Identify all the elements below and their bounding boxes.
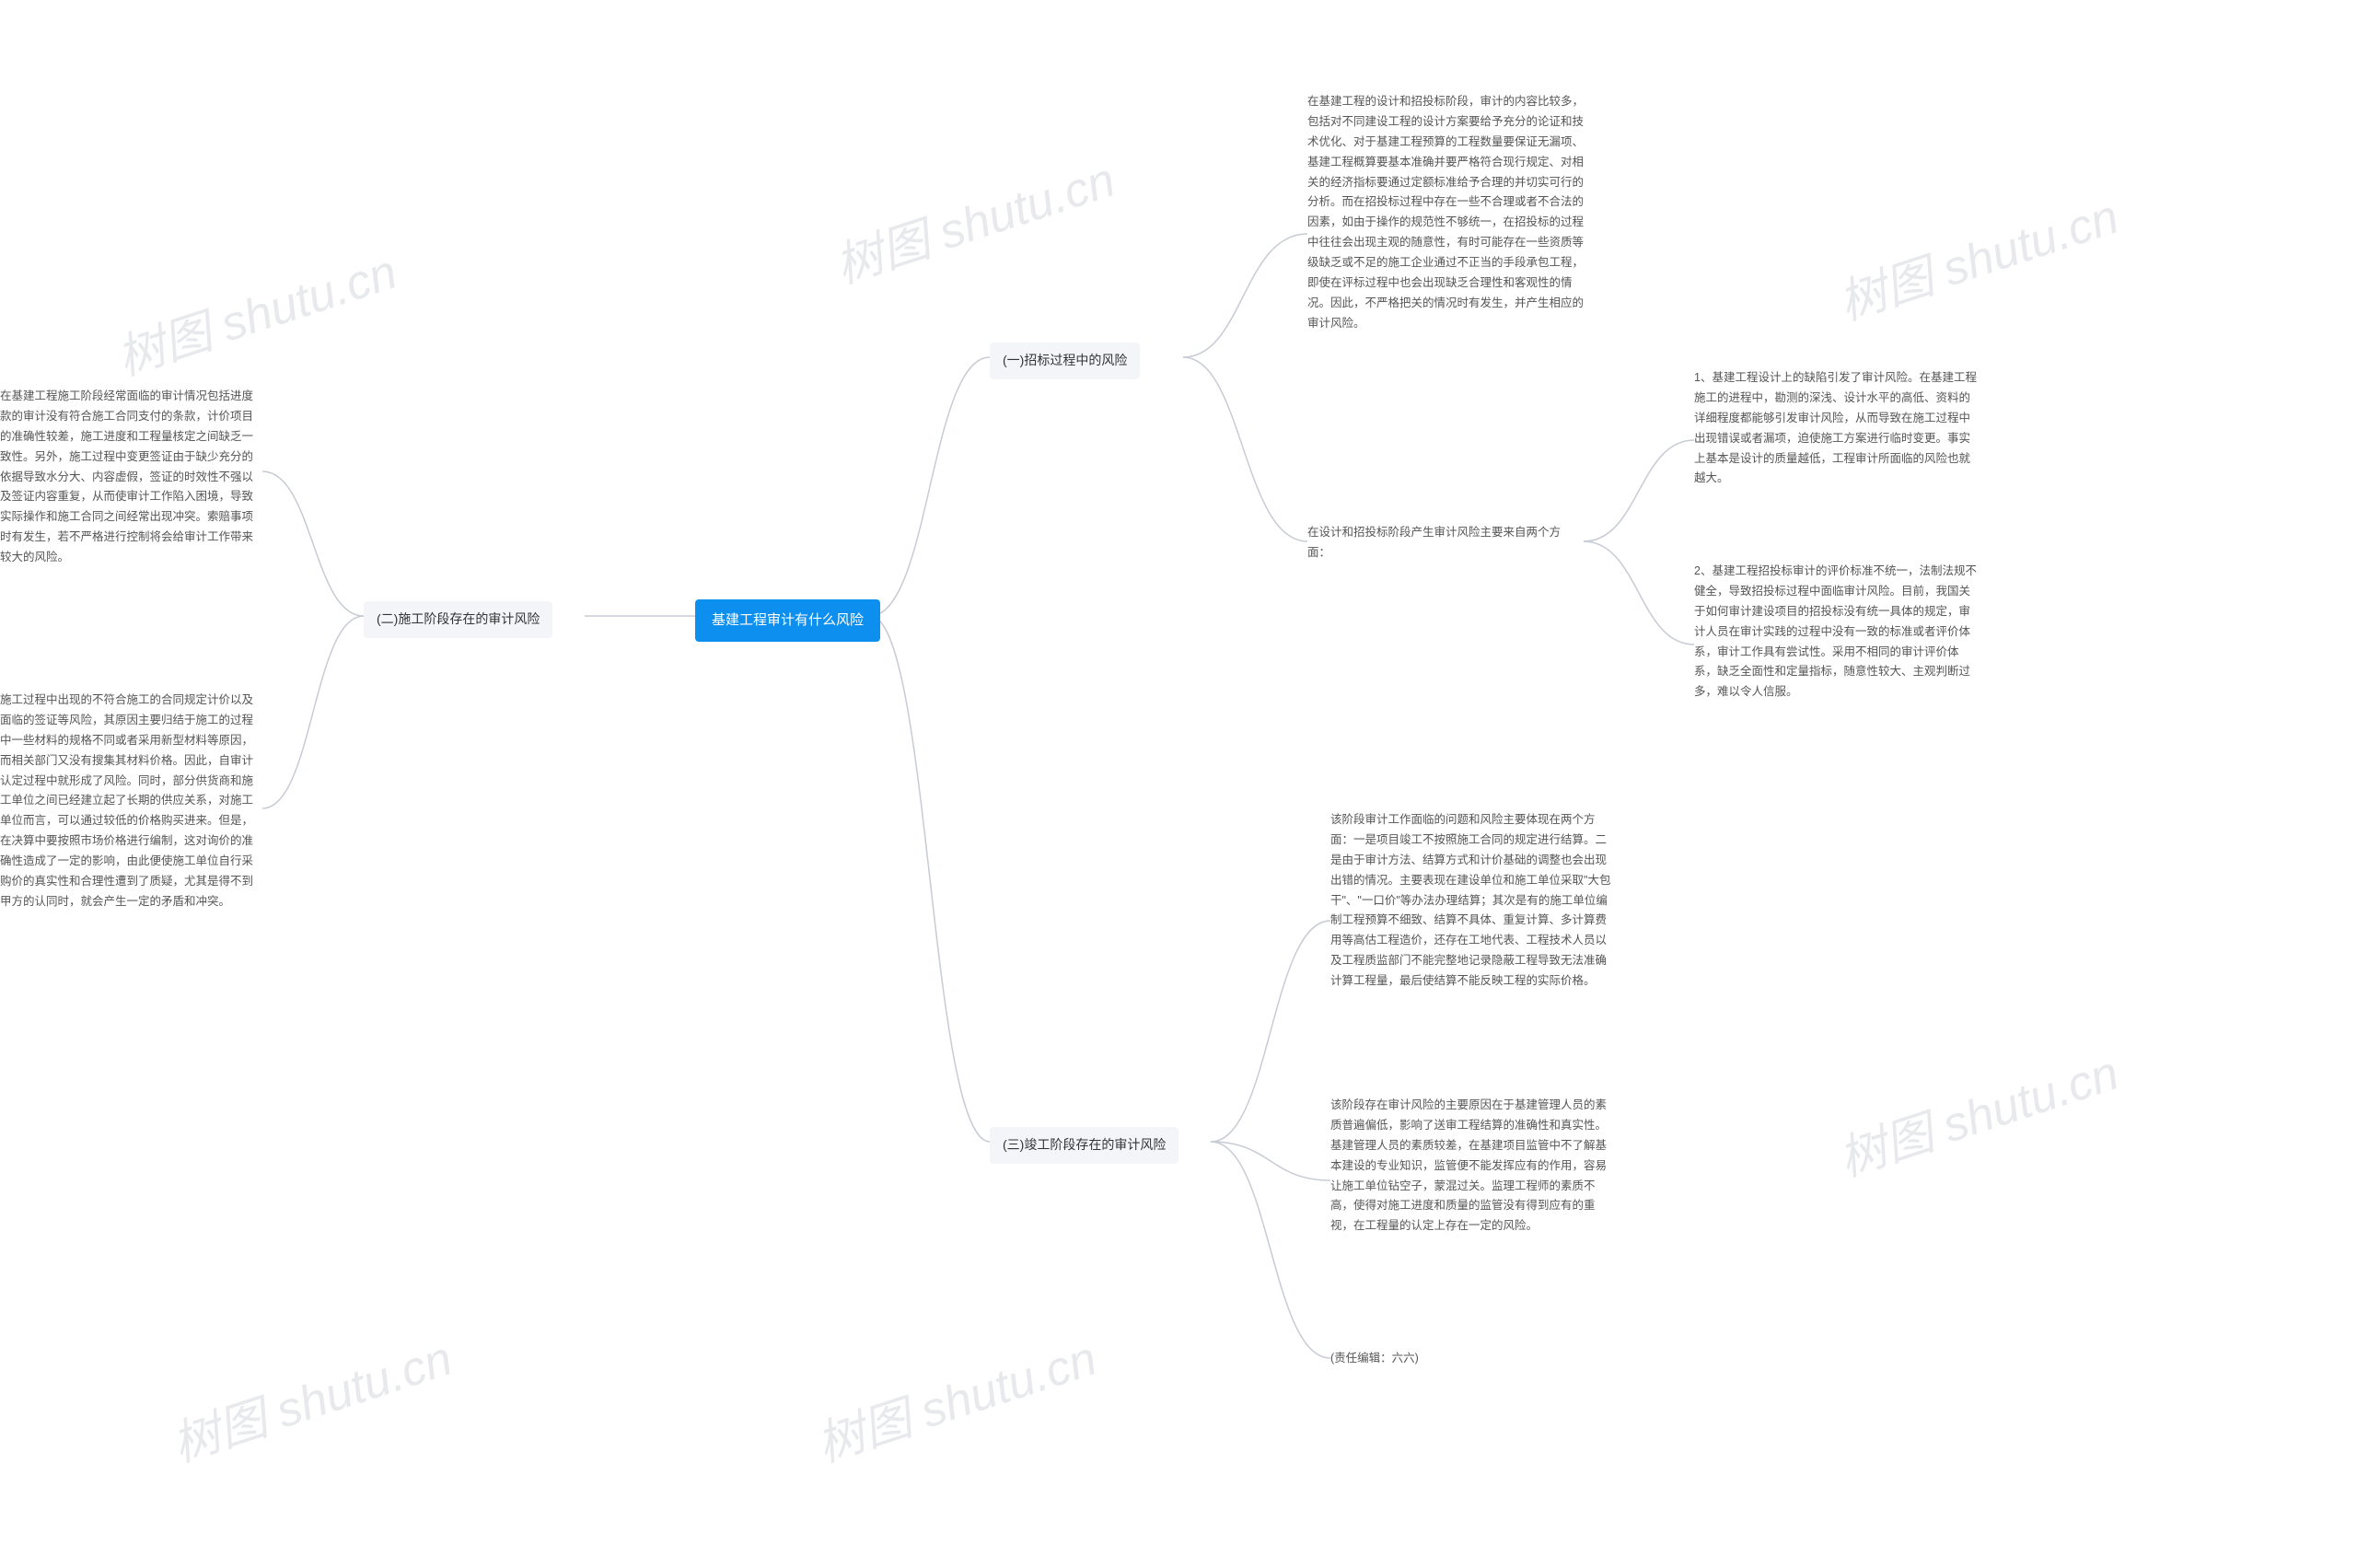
- leaf-node: 施工过程中出现的不符合施工的合同规定计价以及面临的签证等风险，其原因主要归结于施…: [0, 691, 262, 912]
- branch-node-2[interactable]: (二)施工阶段存在的审计风险: [364, 601, 552, 638]
- leaf-node: 在基建工程施工阶段经常面临的审计情况包括进度款的审计没有符合施工合同支付的条款，…: [0, 387, 262, 568]
- leaf-node: 在基建工程的设计和招投标阶段，审计的内容比较多，包括对不同建设工程的设计方案要给…: [1307, 92, 1593, 334]
- branch-node-3[interactable]: (三)竣工阶段存在的审计风险: [990, 1127, 1178, 1164]
- leaf-node: 该阶段存在审计风险的主要原因在于基建管理人员的素质普遍偏低，影响了送审工程结算的…: [1330, 1096, 1616, 1237]
- watermark: 树图 shutu.cn: [1829, 1034, 2126, 1190]
- branch-node-1[interactable]: (一)招标过程中的风险: [990, 343, 1140, 379]
- watermark: 树图 shutu.cn: [807, 1319, 1104, 1475]
- root-node[interactable]: 基建工程审计有什么风险: [695, 599, 880, 642]
- leaf-node: 2、基建工程招投标审计的评价标准不统一，法制法规不健全，导致招投标过程中面临审计…: [1694, 562, 1980, 703]
- watermark: 树图 shutu.cn: [107, 233, 404, 389]
- leaf-node-editor: (责任编辑：六六): [1330, 1349, 1419, 1369]
- watermark: 树图 shutu.cn: [162, 1319, 459, 1475]
- watermark: 树图 shutu.cn: [1829, 178, 2126, 333]
- connector-lines: [0, 0, 2357, 1568]
- leaf-node: 该阶段审计工作面临的问题和风险主要体现在两个方面：一是项目竣工不按照施工合同的规…: [1330, 810, 1616, 992]
- leaf-node: 在设计和招投标阶段产生审计风险主要来自两个方面：: [1307, 523, 1574, 563]
- watermark: 树图 shutu.cn: [825, 141, 1122, 296]
- leaf-node: 1、基建工程设计上的缺陷引发了审计风险。在基建工程施工的进程中，勘测的深浅、设计…: [1694, 368, 1980, 489]
